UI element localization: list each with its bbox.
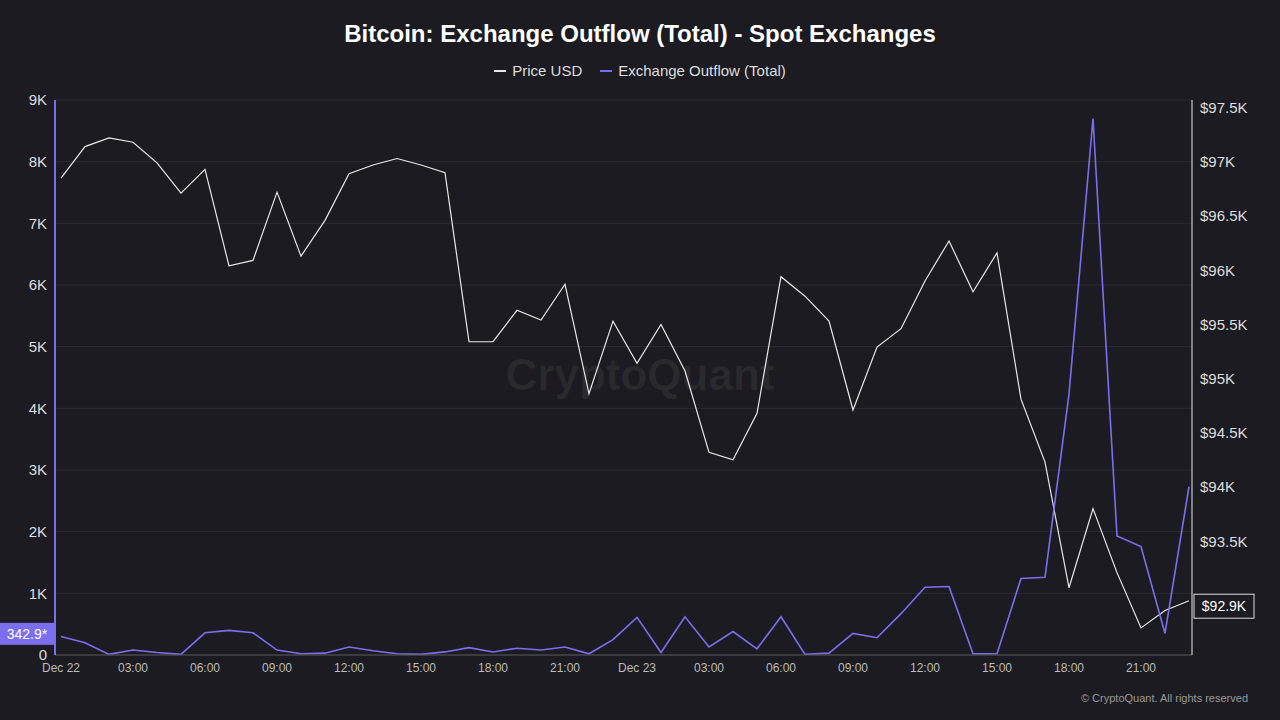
svg-text:8K: 8K	[29, 153, 47, 170]
svg-text:12:00: 12:00	[910, 661, 940, 675]
svg-text:Dec 22: Dec 22	[42, 661, 80, 675]
svg-text:$94.5K: $94.5K	[1200, 424, 1248, 441]
svg-text:342.9*: 342.9*	[8, 626, 48, 642]
svg-text:12:00: 12:00	[334, 661, 364, 675]
svg-text:$95K: $95K	[1200, 370, 1235, 387]
svg-text:Dec 23: Dec 23	[618, 661, 656, 675]
svg-text:09:00: 09:00	[262, 661, 292, 675]
svg-text:1K: 1K	[29, 585, 47, 602]
svg-text:$96K: $96K	[1200, 262, 1235, 279]
html-text:Price USD: Price USD	[512, 62, 583, 79]
html-text:Bitcoin: Exchange Outflow (Tot: Bitcoin: Exchange Outflow (Total) - Spot…	[344, 20, 936, 47]
svg-text:21:00: 21:00	[1126, 661, 1156, 675]
html-text:CryptoQuant: CryptoQuant	[505, 350, 775, 399]
svg-text:7K: 7K	[29, 215, 47, 232]
svg-text:$97K: $97K	[1200, 153, 1235, 170]
svg-text:03:00: 03:00	[694, 661, 724, 675]
svg-text:$95.5K: $95.5K	[1200, 316, 1248, 333]
svg-text:$92.9K: $92.9K	[1202, 598, 1247, 614]
svg-text:18:00: 18:00	[478, 661, 508, 675]
svg-text:15:00: 15:00	[982, 661, 1012, 675]
svg-text:21:00: 21:00	[550, 661, 580, 675]
html-text:Exchange Outflow (Total): Exchange Outflow (Total)	[618, 62, 786, 79]
svg-text:3K: 3K	[29, 461, 47, 478]
svg-text:5K: 5K	[29, 338, 47, 355]
svg-text:09:00: 09:00	[838, 661, 868, 675]
svg-text:9K: 9K	[29, 91, 47, 108]
svg-text:18:00: 18:00	[1054, 661, 1084, 675]
svg-text:06:00: 06:00	[766, 661, 796, 675]
svg-text:15:00: 15:00	[406, 661, 436, 675]
svg-text:$96.5K: $96.5K	[1200, 207, 1248, 224]
svg-text:2K: 2K	[29, 523, 47, 540]
html-text:© CryptoQuant. All rights rese: © CryptoQuant. All rights reserved	[1080, 692, 1248, 704]
svg-text:$94K: $94K	[1200, 478, 1235, 495]
svg-text:6K: 6K	[29, 276, 47, 293]
svg-text:06:00: 06:00	[190, 661, 220, 675]
svg-text:0: 0	[39, 646, 47, 663]
svg-text:$97.5K: $97.5K	[1200, 99, 1248, 116]
svg-text:4K: 4K	[29, 400, 47, 417]
svg-text:03:00: 03:00	[118, 661, 148, 675]
svg-text:$93.5K: $93.5K	[1200, 533, 1248, 550]
